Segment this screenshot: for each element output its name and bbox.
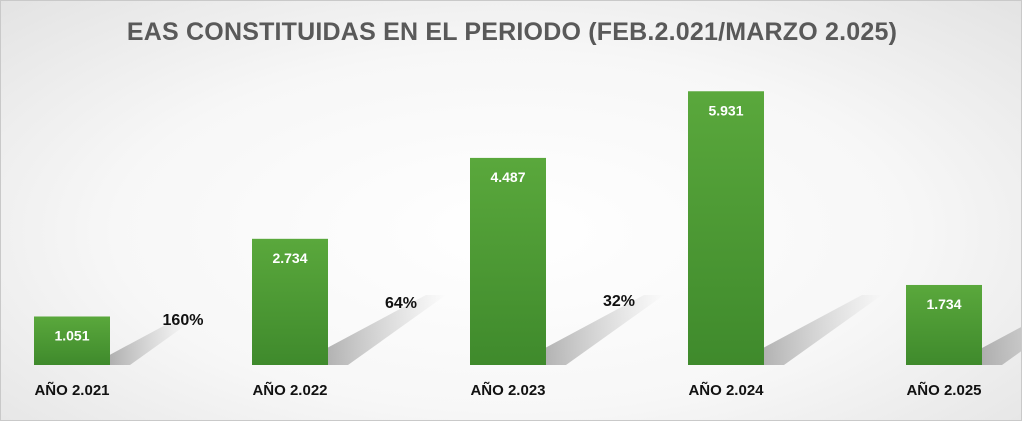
growth-annotation: 160% (163, 312, 204, 329)
bar-3 (470, 157, 546, 365)
data-label: 2.734 (272, 250, 307, 266)
bar-2 (252, 238, 328, 365)
bar-shadow (546, 295, 664, 365)
growth-annotation: 64% (385, 295, 417, 312)
data-label: 4.487 (490, 169, 525, 185)
growth-annotation: 32% (603, 293, 635, 310)
category-label: AÑO 2.021 (34, 381, 109, 399)
category-label: AÑO 2.025 (906, 381, 981, 399)
category-label: AÑO 2.024 (688, 381, 764, 399)
chart-title: EAS CONSTITUIDAS EN EL PERIODO (FEB.2.02… (126, 18, 898, 46)
bar-shadow (982, 327, 1021, 365)
bar-shadow (764, 295, 882, 365)
bar-4 (688, 91, 764, 365)
data-label: 5.931 (708, 102, 743, 118)
bar-5 (906, 284, 982, 365)
bar-shadow (110, 323, 188, 365)
category-label: AÑO 2.022 (252, 381, 327, 399)
data-label: 1.734 (926, 296, 961, 312)
bar-1 (34, 316, 110, 365)
bar-shadow (328, 295, 446, 365)
category-label: AÑO 2.023 (470, 381, 545, 399)
data-label: 1.051 (54, 327, 89, 343)
